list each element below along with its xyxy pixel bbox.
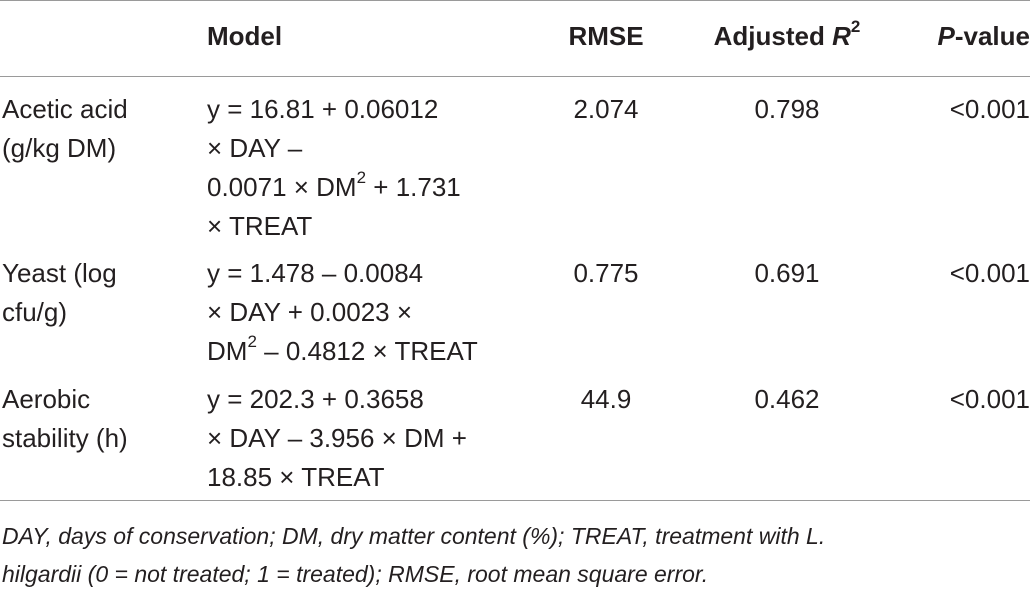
- model-equation-part: + 1.731: [366, 172, 461, 202]
- model-equation-line: 0.0071 × DM2 + 1.731: [207, 168, 461, 207]
- model-equation-part: DM: [207, 336, 248, 366]
- model-equation-part: – 0.4812 × TREAT: [256, 336, 478, 366]
- table-row-acetic-acid-p-value: <0.001: [949, 94, 1030, 124]
- table-row-yeast-p-value: <0.001: [949, 258, 1030, 288]
- row-label-line: stability (h): [2, 423, 128, 453]
- row-label-line: Yeast (log: [2, 258, 117, 288]
- table-row-acetic-acid-model: y = 16.81 + 0.06012 × DAY – 0.0071 × DM2…: [207, 90, 461, 246]
- model-equation-line: × DAY – 3.956 × DM +: [207, 423, 467, 453]
- row-label-line: (g/kg DM): [2, 133, 117, 163]
- table-row-aerobic-stability-model: y = 202.3 + 0.3658 × DAY – 3.956 × DM + …: [207, 380, 467, 497]
- table-row-aerobic-stability-rmse: 44.9: [580, 384, 632, 414]
- table-row-aerobic-stability-label: Aerobic stability (h): [2, 380, 128, 458]
- table-row-acetic-acid-rmse: 2.074: [573, 94, 639, 124]
- table-footnote: DAY, days of conservation; DM, dry matte…: [2, 517, 1028, 593]
- table-bottom-rule: [0, 500, 1030, 501]
- table-row-aerobic-stability-adjusted-r2: 0.462: [754, 384, 820, 414]
- header-p-value: P-value: [900, 17, 1030, 56]
- model-equation-exponent: 2: [247, 332, 257, 352]
- model-equation-exponent: 2: [356, 168, 367, 188]
- model-equation-part: 0.0071 × DM: [207, 172, 357, 202]
- model-equation-line: × DAY + 0.0023 ×: [207, 297, 413, 327]
- table-row-acetic-acid-label: Acetic acid (g/kg DM): [2, 90, 128, 168]
- table-header-rule: [0, 76, 1030, 77]
- model-equation-line: 18.85 × TREAT: [207, 462, 385, 492]
- header-adjusted-r2: Adjusted R2: [695, 17, 879, 56]
- header-adjusted-r2-prefix: Adjusted: [713, 21, 833, 51]
- table-row-yeast-adjusted-r2: 0.691: [754, 258, 820, 288]
- table-top-rule: [0, 0, 1030, 1]
- model-equation-line: × TREAT: [207, 211, 313, 241]
- model-equation-line: y = 16.81 + 0.06012: [207, 94, 439, 124]
- table-row-yeast-rmse: 0.775: [573, 258, 639, 288]
- row-label-line: cfu/g): [2, 297, 68, 327]
- table-row-yeast-label: Yeast (log cfu/g): [2, 254, 117, 332]
- table-row-yeast-model: y = 1.478 – 0.0084 × DAY + 0.0023 × DM2 …: [207, 254, 478, 371]
- footnote-line: DAY, days of conservation; DM, dry matte…: [2, 523, 826, 549]
- model-equation-line: DM2 – 0.4812 × TREAT: [207, 332, 478, 371]
- table-row-aerobic-stability-p-value: <0.001: [949, 384, 1030, 414]
- header-rmse: RMSE: [568, 21, 644, 51]
- model-equation-line: y = 202.3 + 0.3658: [207, 384, 424, 414]
- model-equation-line: × DAY –: [207, 133, 303, 163]
- footnote-line: hilgardii (0 = not treated; 1 = treated)…: [2, 561, 709, 587]
- row-label-line: Acetic acid: [2, 94, 128, 124]
- header-model: Model: [207, 21, 283, 51]
- header-p-symbol: P: [937, 21, 955, 51]
- header-adjusted-r2-symbol: R: [832, 21, 851, 51]
- table-row-acetic-acid-adjusted-r2: 0.798: [754, 94, 820, 124]
- header-p-suffix: -value: [954, 21, 1030, 51]
- model-equation-line: y = 1.478 – 0.0084: [207, 258, 424, 288]
- header-adjusted-r2-power: 2: [850, 17, 861, 37]
- row-label-line: Aerobic: [2, 384, 91, 414]
